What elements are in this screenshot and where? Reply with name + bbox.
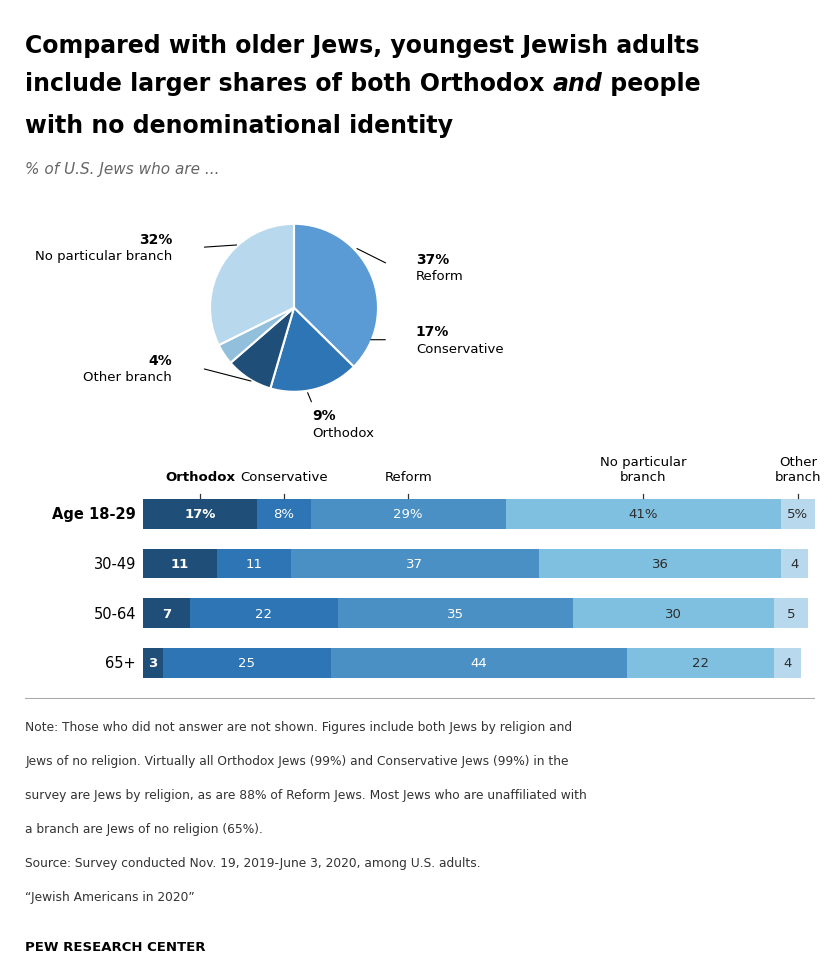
Text: 25: 25 xyxy=(239,657,255,670)
Text: 4: 4 xyxy=(784,657,792,670)
Text: Reform: Reform xyxy=(385,471,432,484)
Bar xyxy=(506,499,781,529)
Text: Conservative: Conservative xyxy=(416,342,503,356)
Text: Jews of no religion. Virtually all Orthodox Jews (99%) and Conservative Jews (99: Jews of no religion. Virtually all Ortho… xyxy=(25,755,569,767)
Text: PEW RESEARCH CENTER: PEW RESEARCH CENTER xyxy=(25,940,206,953)
Text: Conservative: Conservative xyxy=(240,471,328,484)
Text: 11: 11 xyxy=(245,557,262,571)
Bar xyxy=(190,599,338,628)
Text: Source: Survey conducted Nov. 19, 2019-June 3, 2020, among U.S. adults.: Source: Survey conducted Nov. 19, 2019-J… xyxy=(25,857,480,869)
Text: Reform: Reform xyxy=(416,270,464,283)
Bar xyxy=(143,599,190,628)
Bar xyxy=(539,549,781,578)
Text: 3: 3 xyxy=(148,657,158,670)
Text: 4: 4 xyxy=(790,557,799,571)
Text: 7: 7 xyxy=(162,607,171,620)
Text: 4%: 4% xyxy=(149,354,172,367)
Text: Other
branch: Other branch xyxy=(774,455,822,484)
Bar xyxy=(331,648,627,678)
Bar xyxy=(338,599,573,628)
Text: 17%: 17% xyxy=(416,325,449,339)
Bar xyxy=(143,549,217,578)
Text: and: and xyxy=(553,72,602,96)
Text: survey are Jews by religion, as are 88% of Reform Jews. Most Jews who are unaffi: survey are Jews by religion, as are 88% … xyxy=(25,789,587,801)
Bar xyxy=(311,499,506,529)
Bar xyxy=(143,499,257,529)
Wedge shape xyxy=(218,308,294,363)
Text: a branch are Jews of no religion (65%).: a branch are Jews of no religion (65%). xyxy=(25,823,263,835)
Wedge shape xyxy=(294,225,378,367)
Text: 22: 22 xyxy=(255,607,272,620)
Text: % of U.S. Jews who are ...: % of U.S. Jews who are ... xyxy=(25,162,219,176)
Text: 29%: 29% xyxy=(393,508,423,520)
Bar xyxy=(774,648,801,678)
Bar xyxy=(143,648,163,678)
Text: 36: 36 xyxy=(652,557,669,571)
Text: 44: 44 xyxy=(470,657,487,670)
Text: 35: 35 xyxy=(447,607,464,620)
Text: No particular
branch: No particular branch xyxy=(601,455,686,484)
Text: Other branch: Other branch xyxy=(83,371,172,384)
Bar xyxy=(781,549,808,578)
Text: with no denominational identity: with no denominational identity xyxy=(25,114,453,138)
Text: 50-64: 50-64 xyxy=(93,606,136,621)
Text: 8%: 8% xyxy=(274,508,295,520)
Text: 30-49: 30-49 xyxy=(94,556,136,572)
Text: 22: 22 xyxy=(692,657,709,670)
Text: “Jewish Americans in 2020”: “Jewish Americans in 2020” xyxy=(25,891,195,903)
Text: 11: 11 xyxy=(171,557,189,571)
Text: people: people xyxy=(602,72,701,96)
Bar xyxy=(774,599,808,628)
Text: 17%: 17% xyxy=(184,508,216,520)
Bar xyxy=(217,549,291,578)
Wedge shape xyxy=(270,308,354,392)
Text: 37%: 37% xyxy=(416,253,449,266)
Text: Age 18-29: Age 18-29 xyxy=(52,507,136,521)
Text: Note: Those who did not answer are not shown. Figures include both Jews by relig: Note: Those who did not answer are not s… xyxy=(25,721,572,734)
Text: include larger shares of both Orthodox: include larger shares of both Orthodox xyxy=(25,72,553,96)
Text: Orthodox: Orthodox xyxy=(312,426,375,439)
Text: 30: 30 xyxy=(665,607,682,620)
Bar xyxy=(163,648,331,678)
Bar xyxy=(781,499,815,529)
Wedge shape xyxy=(210,225,294,346)
Wedge shape xyxy=(230,308,294,389)
Text: 37: 37 xyxy=(407,557,423,571)
Text: 5%: 5% xyxy=(787,508,809,520)
Text: 5: 5 xyxy=(787,607,795,620)
Bar xyxy=(627,648,774,678)
Text: 32%: 32% xyxy=(139,233,172,247)
Text: 41%: 41% xyxy=(628,508,659,520)
Bar xyxy=(291,549,539,578)
Text: 65+: 65+ xyxy=(106,656,136,671)
Text: Orthodox: Orthodox xyxy=(165,471,235,484)
Text: No particular branch: No particular branch xyxy=(35,250,172,263)
Bar xyxy=(573,599,774,628)
Text: Compared with older Jews, youngest Jewish adults: Compared with older Jews, youngest Jewis… xyxy=(25,34,700,58)
Bar xyxy=(257,499,311,529)
Text: 9%: 9% xyxy=(312,409,336,422)
